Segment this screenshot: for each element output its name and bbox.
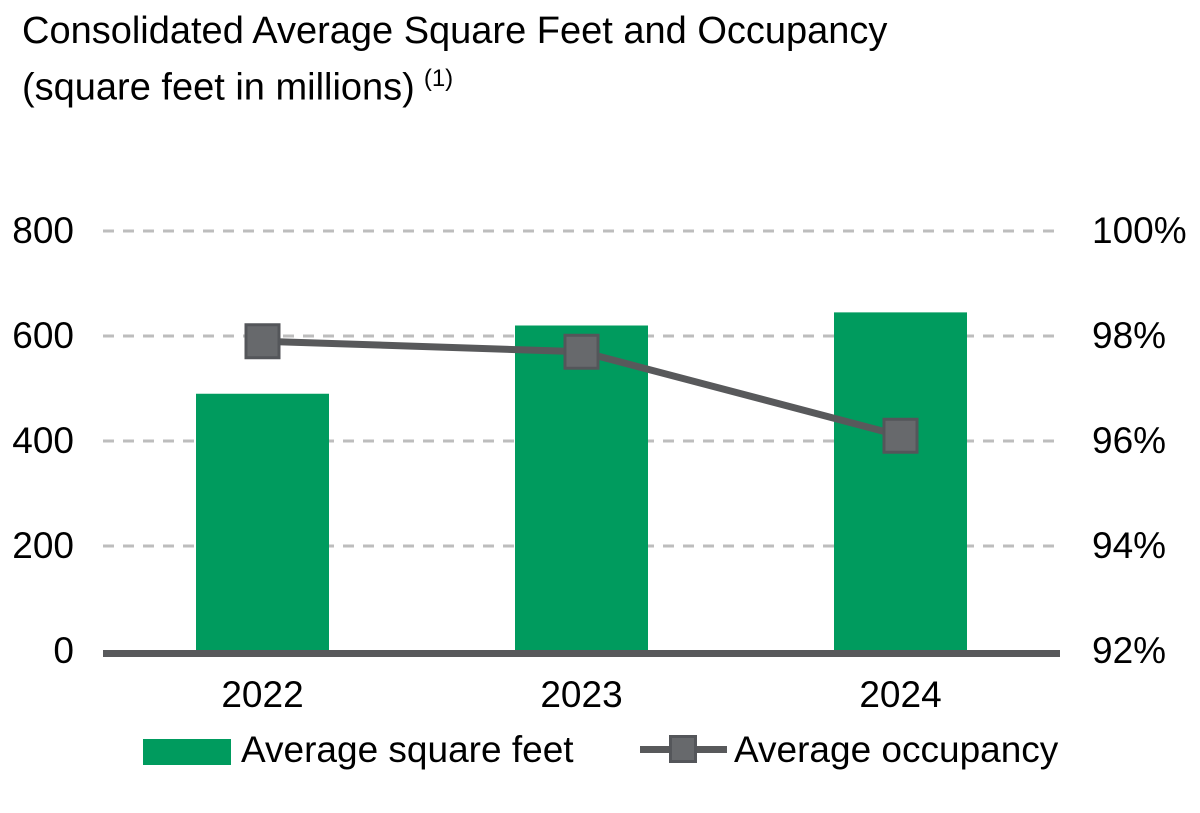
x-tick-2023: 2023 — [540, 674, 623, 715]
chart-title-line2: (square feet in millions) (1) — [22, 55, 887, 112]
y-right-tick-92: 92% — [1092, 630, 1167, 671]
legend-label-average-square-feet: Average square feet — [241, 729, 574, 770]
y-left-tick-200: 200 — [12, 525, 74, 566]
legend-label-average-occupancy: Average occupancy — [734, 729, 1059, 770]
y-left-tick-800: 800 — [12, 210, 74, 251]
legend-bar-swatch — [143, 739, 231, 765]
y-left-tick-400: 400 — [12, 420, 74, 461]
y-left-tick-0: 0 — [53, 630, 74, 671]
occupancy-marker-2023 — [563, 333, 600, 370]
chart-title-line1: Consolidated Average Square Feet and Occ… — [22, 10, 888, 52]
x-axis-line — [103, 650, 1060, 657]
bar-2024 — [834, 312, 967, 653]
y-right-tick-96: 96% — [1092, 420, 1167, 461]
bar-2022 — [196, 393, 329, 653]
x-tick-2022: 2022 — [221, 674, 304, 715]
y-left-tick-600: 600 — [12, 315, 74, 356]
footnote-marker: (1) — [423, 65, 454, 92]
y-right-tick-94: 94% — [1092, 525, 1167, 566]
legend-square-marker-icon — [669, 735, 697, 763]
occupancy-marker-2022 — [244, 323, 281, 360]
chart-title: Consolidated Average Square Feet and Occ… — [22, 8, 887, 112]
x-tick-2024: 2024 — [859, 674, 942, 715]
bar-2023 — [515, 325, 648, 653]
chart-subtitle-text: (square feet in millions) — [22, 66, 415, 109]
y-right-tick-98: 98% — [1092, 315, 1167, 356]
occupancy-marker-2024 — [882, 417, 919, 454]
y-right-tick-100: 100% — [1092, 210, 1187, 251]
